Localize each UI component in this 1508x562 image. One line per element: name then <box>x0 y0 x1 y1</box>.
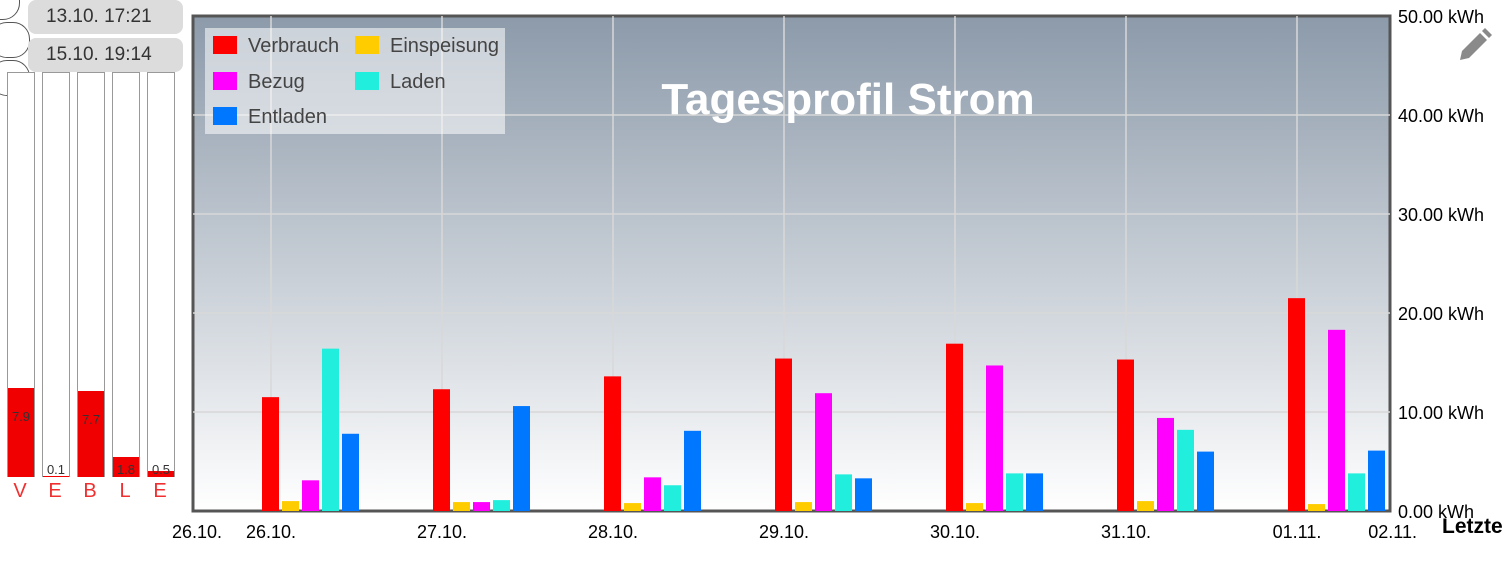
x-tick-label: 29.10. <box>759 522 809 542</box>
legend-label: Entladen <box>248 106 327 128</box>
y-tick-label: 50.00 kWh <box>1398 7 1484 27</box>
mini-column-letter: V <box>13 480 27 502</box>
bar-bezug-7 <box>1328 329 1345 511</box>
mini-column-fill <box>78 390 104 477</box>
bar-laden-2 <box>493 500 510 511</box>
bar-bezug-4 <box>815 393 832 511</box>
mini-column-value: 1.8 <box>116 462 136 477</box>
bar-laden-5 <box>1006 473 1023 511</box>
mini-column: 0.5 <box>147 72 175 477</box>
bar-verbrauch-2 <box>433 389 450 511</box>
bar-verbrauch-7 <box>1288 298 1305 511</box>
mini-column-fill <box>113 456 139 477</box>
legend-swatch <box>355 72 379 90</box>
legend-swatch <box>355 36 379 54</box>
bar-verbrauch-1 <box>262 397 279 511</box>
mini-column-fill <box>148 471 174 477</box>
bar-einspeisung-7 <box>1308 504 1325 511</box>
date-chip-1[interactable]: 13.10. 17:21 <box>28 0 183 34</box>
bar-bezug-3 <box>644 477 661 511</box>
x-tick-label: 26.10. <box>246 522 296 542</box>
mini-column-letter: B <box>83 480 97 502</box>
bar-entladen-3 <box>684 430 701 511</box>
mini-column-value: 0.1 <box>46 462 66 477</box>
legend-swatch <box>213 36 237 54</box>
mini-column-value: 7.7 <box>81 411 101 427</box>
footer-label[interactable]: Letzte <box>1442 515 1503 538</box>
bar-entladen-7 <box>1368 450 1385 511</box>
pencil-icon[interactable] <box>1454 26 1494 66</box>
mini-column: 1.8 <box>112 72 140 477</box>
mini-bar-panel: 13.10. 17:21 15.10. 19:14 7.9 V 0.1 E 7.7 B 1.… <box>0 0 185 515</box>
bar-verbrauch-5 <box>946 343 963 511</box>
x-tick-label: 28.10. <box>588 522 638 542</box>
mini-column: 7.7 <box>77 72 105 477</box>
bar-laden-4 <box>835 474 852 511</box>
bar-laden-3 <box>664 485 681 511</box>
x-tick-label: 27.10. <box>417 522 467 542</box>
bar-einspeisung-6 <box>1137 501 1154 511</box>
x-tick-label: 30.10. <box>930 522 980 542</box>
y-tick-label: 30.00 kWh <box>1398 205 1484 225</box>
round-button-2[interactable] <box>0 22 30 58</box>
mini-column-letter: L <box>119 480 131 502</box>
x-tick-label: 02.11. <box>1368 522 1417 542</box>
bar-einspeisung-2 <box>453 502 470 511</box>
bar-entladen-5 <box>1026 473 1043 511</box>
x-tick-label: 26.10. <box>172 522 222 542</box>
bar-bezug-5 <box>986 365 1003 511</box>
mini-column-fill <box>8 388 34 477</box>
legend-label: Einspeisung <box>390 35 499 57</box>
bar-entladen-6 <box>1197 451 1214 511</box>
mini-column-fill <box>43 475 69 477</box>
bar-bezug-6 <box>1157 417 1174 511</box>
legend-label: Verbrauch <box>248 35 339 57</box>
legend: Verbrauch Einspeisung Bezug Laden Entladen <box>205 28 505 134</box>
legend-label: Laden <box>390 71 446 93</box>
y-tick-label: 20.00 kWh <box>1398 304 1484 324</box>
bar-bezug-2 <box>473 502 490 511</box>
x-tick-label: 31.10. <box>1101 522 1151 542</box>
bar-laden-7 <box>1348 473 1365 511</box>
legend-swatch <box>213 107 237 125</box>
bar-einspeisung-3 <box>624 503 641 511</box>
bar-laden-6 <box>1177 429 1194 511</box>
mini-column-letter: E <box>153 480 167 502</box>
chart-title: Tagesprofil Strom <box>661 75 1034 124</box>
bar-verbrauch-4 <box>775 358 792 511</box>
bar-entladen-2 <box>513 406 530 511</box>
bar-einspeisung-4 <box>795 502 812 511</box>
x-tick-label: 01.11. <box>1273 522 1322 542</box>
bar-bezug-1 <box>302 480 319 511</box>
bar-verbrauch-6 <box>1117 359 1134 511</box>
mini-column-value: 0.5 <box>151 462 171 477</box>
mini-column-letter: E <box>48 480 62 502</box>
legend-swatch <box>213 72 237 90</box>
y-tick-label: 40.00 kWh <box>1398 106 1484 126</box>
bar-laden-1 <box>322 348 339 511</box>
bar-entladen-4 <box>855 478 872 511</box>
mini-column-value: 7.9 <box>11 409 31 425</box>
mini-column: 0.1 <box>42 72 70 477</box>
bar-verbrauch-3 <box>604 376 621 511</box>
mini-column: 7.9 <box>7 72 35 477</box>
date-chip-2[interactable]: 15.10. 19:14 <box>28 38 183 72</box>
bar-einspeisung-5 <box>966 503 983 511</box>
legend-label: Bezug <box>248 71 305 93</box>
y-tick-label: 0.00 kWh <box>1398 502 1474 522</box>
bar-entladen-1 <box>342 433 359 511</box>
bar-einspeisung-1 <box>282 501 299 511</box>
y-tick-label: 10.00 kWh <box>1398 403 1484 423</box>
